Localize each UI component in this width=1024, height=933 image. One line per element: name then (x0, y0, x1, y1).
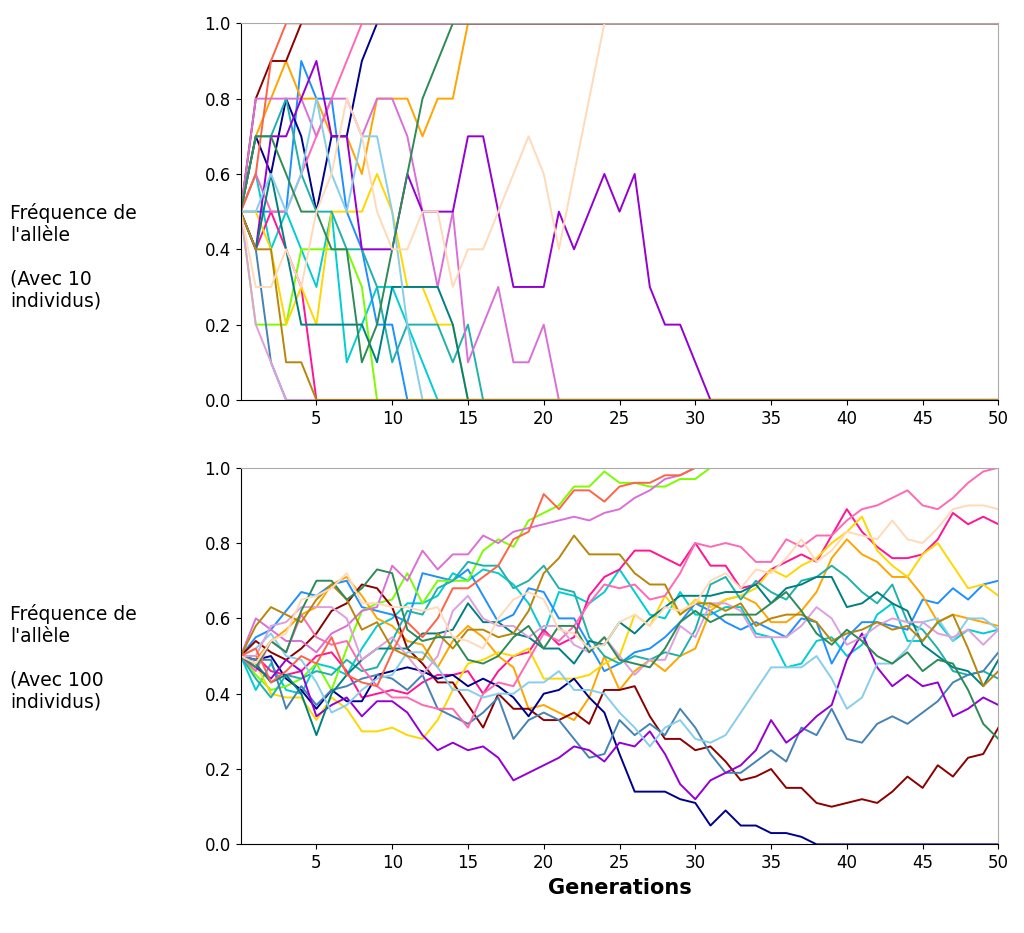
X-axis label: Generations: Generations (548, 878, 691, 898)
Text: Fréquence de
l'allèle

(Avec 100
individus): Fréquence de l'allèle (Avec 100 individu… (10, 604, 137, 712)
Text: Fréquence de
l'allèle

(Avec 10
individus): Fréquence de l'allèle (Avec 10 individus… (10, 202, 137, 311)
